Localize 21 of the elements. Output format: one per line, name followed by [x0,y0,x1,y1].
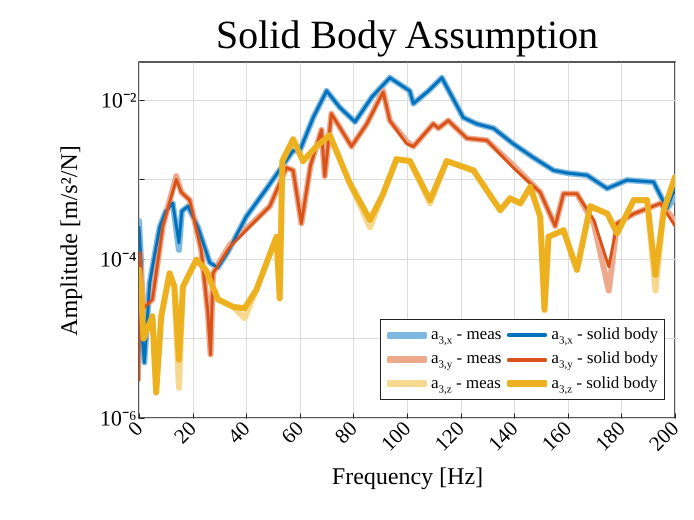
chart-title: Solid Body Assumption [216,12,598,57]
x-tick-label: 80 [330,416,362,448]
legend-label: a$_{3,y}$ - solid body [551,348,658,371]
x-tick-label: 120 [430,416,469,456]
legend-label: a$_{3,x}$ - solid body [551,324,658,346]
x-tick-label: 40 [222,416,254,448]
x-tick-label: 200 [644,416,684,456]
x-tick-label: 100 [376,416,416,456]
legend-label: a$_{3,y}$ - meas [431,348,502,371]
y-tick-label: 10⁻⁴ [100,246,137,272]
x-tick-label: 160 [536,416,576,456]
legend-label: a$_{3,x}$ - meas [431,324,502,346]
legend-label: a$_{3,z}$ - meas [431,372,501,396]
x-tick-label: 60 [276,416,308,448]
x-tick-label: 180 [590,416,630,456]
x-tick-label: 20 [169,416,201,448]
x-axis-title: Frequency [Hz] [332,464,484,490]
x-tick-label: 140 [483,416,522,456]
y-tick-label: 10⁻² [100,87,137,112]
legend-label: a$_{3,z}$ - solid body [551,372,658,396]
y-axis-title: Amplitude [m/s²/N] [56,145,83,336]
